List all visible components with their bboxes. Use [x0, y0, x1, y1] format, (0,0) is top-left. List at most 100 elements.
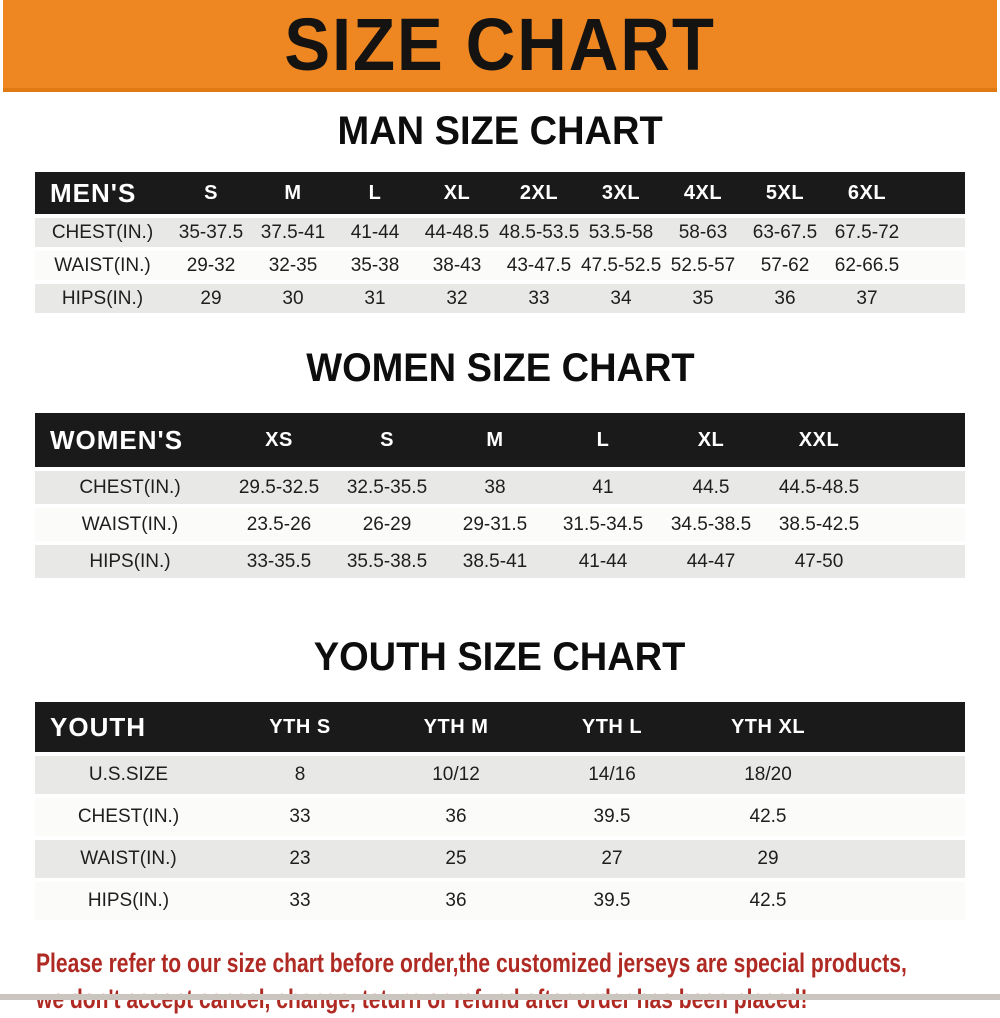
row-spacer — [873, 471, 965, 504]
size-value: 10/12 — [378, 756, 534, 794]
size-value: 48.5-53.5 — [498, 218, 580, 247]
youth-size-header: YTH S — [222, 702, 378, 752]
women-header-spacer — [873, 413, 965, 467]
measure-label: HIPS(IN.) — [35, 545, 225, 578]
size-value: 35 — [662, 284, 744, 313]
row-spacer — [846, 840, 965, 878]
row-spacer — [846, 798, 965, 836]
men-section-heading: MAN SIZE CHART — [0, 108, 1000, 154]
size-value: 41 — [549, 471, 657, 504]
banner-title: SIZE CHART — [284, 2, 716, 86]
size-value: 25 — [378, 840, 534, 878]
women-size-header: L — [549, 413, 657, 467]
size-value: 41-44 — [549, 545, 657, 578]
men-size-header: 6XL — [826, 172, 908, 214]
measure-label: CHEST(IN.) — [35, 218, 170, 247]
measure-label: WAIST(IN.) — [35, 251, 170, 280]
size-value: 29-32 — [170, 251, 252, 280]
size-value: 32.5-35.5 — [333, 471, 441, 504]
youth-header-spacer — [846, 702, 965, 752]
size-value: 33 — [222, 798, 378, 836]
size-value: 53.5-58 — [580, 218, 662, 247]
size-value: 32 — [416, 284, 498, 313]
women-section-heading: WOMEN SIZE CHART — [0, 345, 1000, 391]
size-value: 37 — [826, 284, 908, 313]
size-value: 31.5-34.5 — [549, 508, 657, 541]
size-value: 36 — [378, 882, 534, 920]
youth-heading-text: YOUTH SIZE CHART — [314, 635, 686, 679]
youth-hips-row: HIPS(IN.) 33 36 39.5 42.5 — [35, 882, 965, 920]
size-value: 43-47.5 — [498, 251, 580, 280]
men-chest-row: CHEST(IN.) 35-37.5 37.5-41 41-44 44-48.5… — [35, 218, 965, 247]
men-size-header: 4XL — [662, 172, 744, 214]
size-value: 44.5-48.5 — [765, 471, 873, 504]
size-value: 8 — [222, 756, 378, 794]
measure-label: HIPS(IN.) — [35, 882, 222, 920]
women-section: WOMEN SIZE CHART WOMEN'S XS S M L XL XXL — [0, 345, 1000, 582]
men-size-header: M — [252, 172, 334, 214]
measure-label: CHEST(IN.) — [35, 798, 222, 836]
measure-label: WAIST(IN.) — [35, 508, 225, 541]
size-value: 37.5-41 — [252, 218, 334, 247]
size-value: 23.5-26 — [225, 508, 333, 541]
youth-chest-row: CHEST(IN.) 33 36 39.5 42.5 — [35, 798, 965, 836]
size-value: 35-38 — [334, 251, 416, 280]
youth-size-header: YTH XL — [690, 702, 846, 752]
size-value: 38.5-42.5 — [765, 508, 873, 541]
size-value: 58-63 — [662, 218, 744, 247]
row-spacer — [846, 756, 965, 794]
row-spacer — [908, 218, 965, 247]
size-value: 30 — [252, 284, 334, 313]
size-value: 39.5 — [534, 882, 690, 920]
size-value: 26-29 — [333, 508, 441, 541]
size-value: 29 — [690, 840, 846, 878]
size-value: 42.5 — [690, 882, 846, 920]
size-value: 41-44 — [334, 218, 416, 247]
size-value: 52.5-57 — [662, 251, 744, 280]
size-value: 29 — [170, 284, 252, 313]
youth-table-label: YOUTH — [35, 702, 222, 752]
men-hips-row: HIPS(IN.) 29 30 31 32 33 34 35 36 37 — [35, 284, 965, 313]
men-size-header: 3XL — [580, 172, 662, 214]
disclaimer-line-1: Please refer to our size chart before or… — [36, 948, 907, 978]
size-value: 35-37.5 — [170, 218, 252, 247]
measure-label: U.S.SIZE — [35, 756, 222, 794]
size-value: 38.5-41 — [441, 545, 549, 578]
men-size-header: 5XL — [744, 172, 826, 214]
men-header-spacer — [908, 172, 965, 214]
size-value: 44-48.5 — [416, 218, 498, 247]
women-header-row: WOMEN'S XS S M L XL XXL — [35, 413, 965, 467]
youth-ussize-row: U.S.SIZE 8 10/12 14/16 18/20 — [35, 756, 965, 794]
women-chest-row: CHEST(IN.) 29.5-32.5 32.5-35.5 38 41 44.… — [35, 471, 965, 504]
size-value: 23 — [222, 840, 378, 878]
banner: SIZE CHART — [3, 0, 997, 92]
size-value: 67.5-72 — [826, 218, 908, 247]
size-value: 32-35 — [252, 251, 334, 280]
youth-size-header: YTH M — [378, 702, 534, 752]
size-value: 33 — [222, 882, 378, 920]
size-value: 44-47 — [657, 545, 765, 578]
men-header-row: MEN'S S M L XL 2XL 3XL 4XL 5XL 6XL — [35, 172, 965, 214]
men-size-table: MEN'S S M L XL 2XL 3XL 4XL 5XL 6XL CHEST… — [35, 168, 965, 317]
size-value: 63-67.5 — [744, 218, 826, 247]
size-value: 34.5-38.5 — [657, 508, 765, 541]
size-value: 36 — [378, 798, 534, 836]
size-value: 33 — [498, 284, 580, 313]
size-value: 36 — [744, 284, 826, 313]
women-size-header: S — [333, 413, 441, 467]
youth-size-table: YOUTH YTH S YTH M YTH L YTH XL U.S.SIZE … — [35, 698, 965, 924]
size-value: 14/16 — [534, 756, 690, 794]
youth-size-header: YTH L — [534, 702, 690, 752]
men-heading-text: MAN SIZE CHART — [337, 109, 663, 153]
size-value: 42.5 — [690, 798, 846, 836]
row-spacer — [873, 508, 965, 541]
size-value: 27 — [534, 840, 690, 878]
size-value: 47-50 — [765, 545, 873, 578]
size-value: 18/20 — [690, 756, 846, 794]
size-value: 44.5 — [657, 471, 765, 504]
women-size-header: M — [441, 413, 549, 467]
size-value: 38-43 — [416, 251, 498, 280]
men-section: MAN SIZE CHART MEN'S S M L XL 2XL 3XL 4X… — [0, 108, 1000, 317]
men-size-header: S — [170, 172, 252, 214]
